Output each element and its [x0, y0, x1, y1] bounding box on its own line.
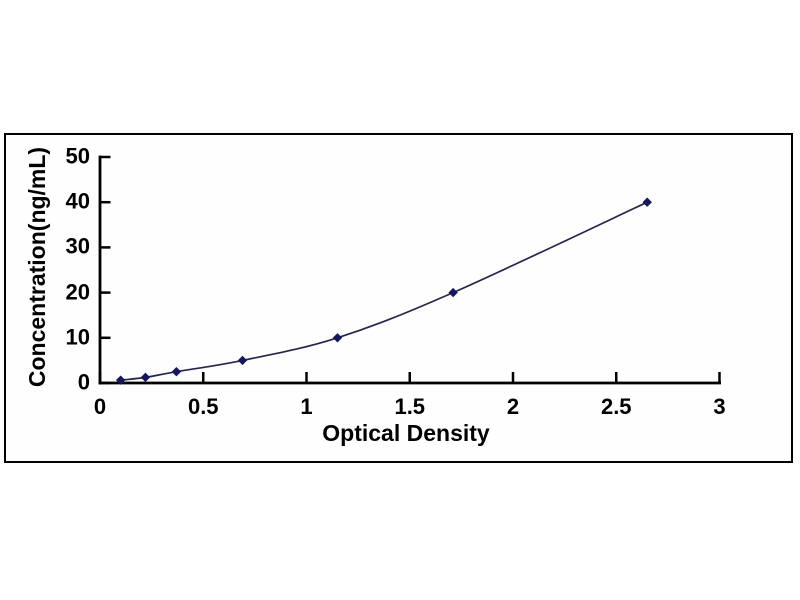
data-point-marker: [140, 372, 151, 383]
data-point-marker: [171, 367, 182, 377]
data-point-marker: [115, 375, 126, 385]
y-tick-label: 20: [65, 279, 90, 305]
x-tick-label: 2.5: [600, 394, 632, 419]
x-tick-label: 1: [300, 394, 313, 419]
data-point-marker: [237, 355, 248, 366]
chart-frame: [4, 133, 793, 463]
x-tick-label: 0.5: [187, 394, 219, 419]
y-tick-label: 10: [65, 324, 90, 350]
y-tick-label: 30: [65, 233, 90, 259]
data-point-marker: [642, 197, 652, 207]
x-tick-label: 3: [713, 394, 726, 419]
x-tick-label: 1.5: [394, 394, 426, 419]
data-point-marker: [448, 287, 458, 298]
x-tick-label: 0: [93, 394, 107, 419]
x-tick-label: 2: [506, 394, 520, 419]
data-point-marker: [332, 333, 343, 343]
standard-curve-line: [120, 201, 648, 382]
y-tick-label: 50: [65, 143, 90, 169]
y-tick-label: 0: [77, 369, 90, 395]
x-axis-title: Optical Density: [322, 420, 490, 446]
y-tick-label: 40: [65, 188, 90, 214]
